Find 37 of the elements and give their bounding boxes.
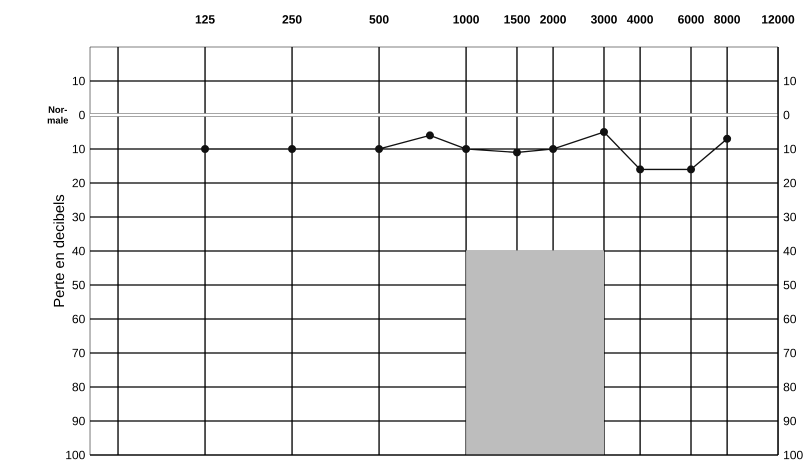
y2-tick-label: 50 <box>784 280 796 290</box>
y-tick-label: 10 <box>72 76 85 86</box>
x-tick-label: 250 <box>282 15 302 24</box>
y-axis-title: Perte en decibels <box>53 194 64 306</box>
y2-tick-label: 30 <box>784 212 796 222</box>
y-tick-label: 0 <box>79 110 85 120</box>
x-tick-label: 8000 <box>714 15 740 24</box>
y-tick-label: 10 <box>72 144 85 154</box>
y2-tick-label: 10 <box>784 144 796 154</box>
y2-tick-label: 20 <box>784 178 796 188</box>
x-tick-label: 2000 <box>540 15 566 24</box>
y-tick-label: 60 <box>72 314 85 324</box>
y-tick-label: 20 <box>72 178 85 188</box>
x-tick-label: 1000 <box>453 15 479 24</box>
x-tick-label: 6000 <box>678 15 704 24</box>
y2-tick-label: 100 <box>784 450 803 460</box>
x-tick-label: 125 <box>196 15 215 24</box>
x-tick-label: 4000 <box>626 15 653 24</box>
y2-tick-label: 10 <box>784 76 796 86</box>
ref-line-label: Nor- male <box>48 106 68 124</box>
x-tick-label: 12000 <box>762 15 794 24</box>
x-tick-label: 500 <box>369 15 389 24</box>
x-tick-label: 1500 <box>504 15 530 24</box>
y2-tick-label: 80 <box>784 382 796 392</box>
y2-tick-label: 90 <box>784 416 796 426</box>
y-tick-label: 30 <box>72 212 85 222</box>
y2-tick-label: 40 <box>783 246 796 256</box>
y2-tick-label: 60 <box>784 314 796 324</box>
y-tick-label: 40 <box>72 246 85 256</box>
y-tick-label: 80 <box>72 382 85 392</box>
y-tick-label: 100 <box>66 450 85 460</box>
y-tick-label: 70 <box>72 348 85 358</box>
y-tick-label: 50 <box>72 280 85 290</box>
x-tick-label: 3000 <box>590 15 617 24</box>
y-tick-label: 90 <box>72 416 85 426</box>
y2-tick-label: 70 <box>784 348 796 358</box>
y2-tick-label: 0 <box>784 110 790 120</box>
